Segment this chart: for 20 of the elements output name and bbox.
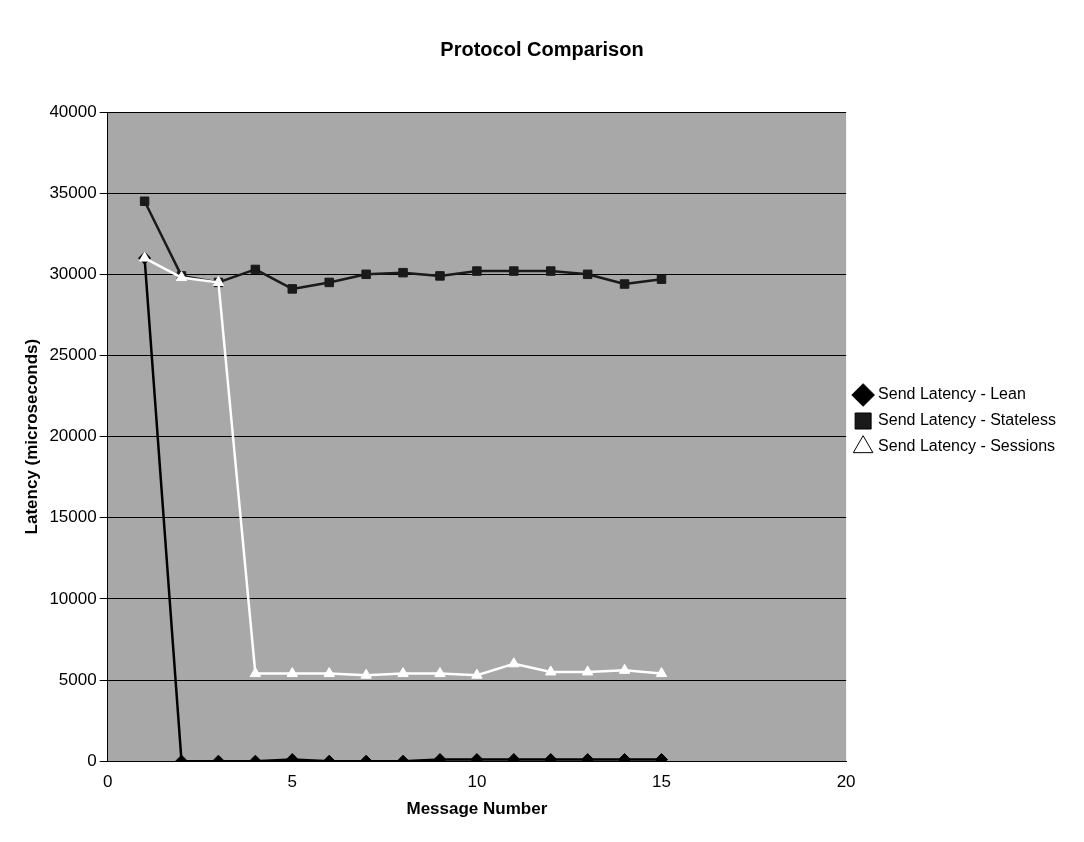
- y-tick-label: 20000: [49, 426, 97, 446]
- y-tick-label: 15000: [49, 507, 97, 527]
- x-tick-label: 20: [836, 772, 856, 792]
- x-tick-label: 0: [102, 772, 113, 792]
- y-tick-label: 40000: [49, 101, 97, 121]
- y-tick-label: 0: [87, 750, 97, 770]
- x-tick-label: 10: [467, 772, 487, 792]
- legend-label: Send Latency - Stateless: [878, 411, 1057, 429]
- y-tick-label: 35000: [49, 182, 97, 202]
- legend-label: Send Latency - Sessions: [878, 437, 1056, 455]
- y-tick-label: 5000: [58, 669, 97, 689]
- x-axis-title: Message Number: [406, 799, 548, 819]
- y-tick-label: 10000: [49, 588, 97, 608]
- x-tick-label: 15: [652, 772, 671, 792]
- y-tick-label: 25000: [49, 345, 97, 365]
- chart-title: Protocol Comparison: [440, 37, 644, 60]
- y-axis-title: Latency (microseconds): [21, 338, 41, 535]
- y-tick-label: 30000: [49, 263, 97, 283]
- x-tick-label: 5: [287, 772, 298, 792]
- legend-label: Send Latency - Lean: [878, 385, 1026, 403]
